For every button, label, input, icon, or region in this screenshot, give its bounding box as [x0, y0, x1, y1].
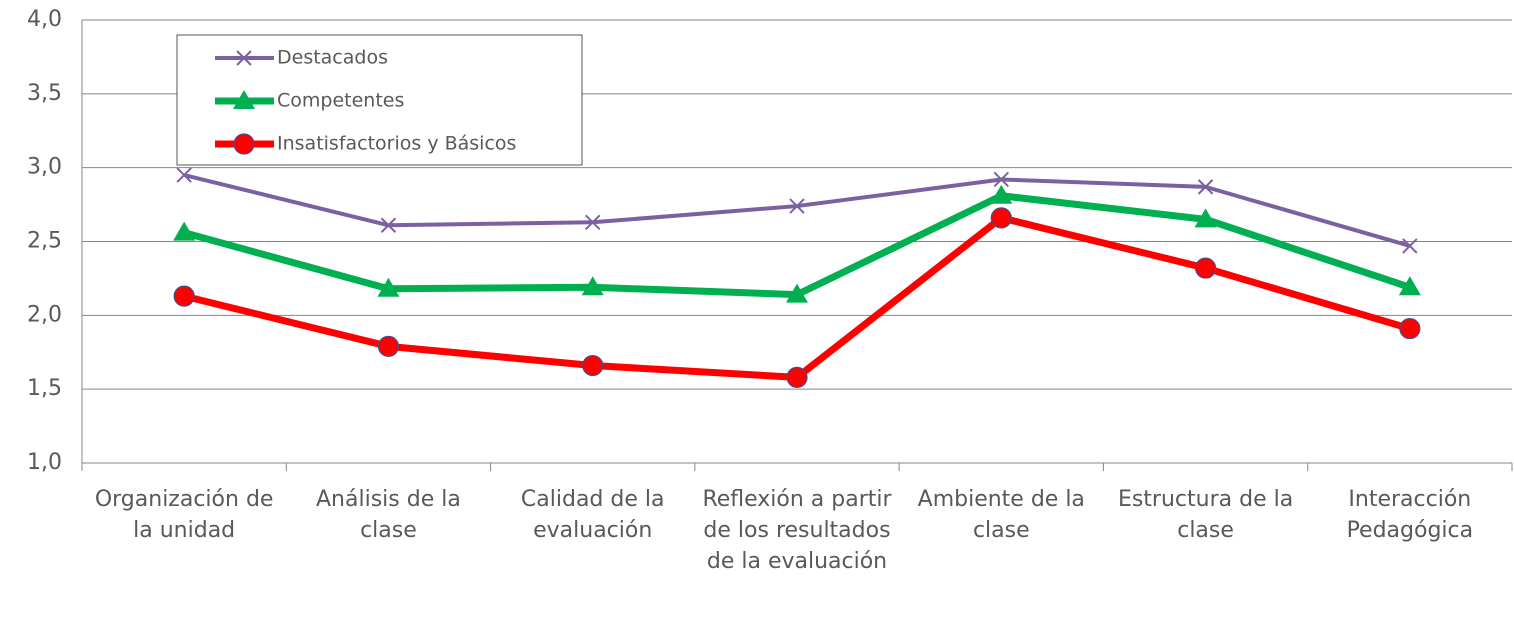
- y-tick-label: 2,0: [27, 302, 62, 327]
- marker-x: [1402, 238, 1418, 254]
- y-tick-label: 4,0: [27, 7, 62, 32]
- marker: [380, 217, 397, 233]
- marker: [176, 167, 192, 183]
- marker: [990, 184, 1013, 204]
- marker: [173, 285, 195, 307]
- marker: [585, 214, 601, 231]
- x-tick-label: Estructura de la clase: [1117, 487, 1294, 543]
- y-tick-label: 3,5: [27, 81, 62, 106]
- marker-x: [789, 198, 805, 214]
- marker: [377, 277, 400, 297]
- x-tick-label: Ambiente de la clase: [917, 487, 1085, 543]
- marker: [1402, 238, 1418, 254]
- marker: [1197, 179, 1214, 195]
- marker-x: [585, 214, 601, 231]
- x-tick-label: Organización de la unidad: [94, 487, 274, 543]
- marker: [1398, 276, 1421, 296]
- marker: [233, 133, 255, 155]
- x-tick-label: Interacción Pedagógica: [1346, 487, 1474, 543]
- marker: [582, 354, 604, 377]
- legend-label: Destacados: [277, 47, 388, 69]
- x-tick-label: Reflexión a partir de los resultados de …: [702, 487, 892, 574]
- marker: [990, 207, 1012, 229]
- y-tick-label: 1,0: [27, 450, 62, 475]
- marker-x: [380, 217, 397, 233]
- marker: [377, 335, 400, 357]
- x-tick-label: Calidad de la evaluación: [520, 487, 665, 543]
- marker: [1194, 257, 1217, 279]
- y-tick-label: 1,5: [27, 376, 62, 401]
- marker: [786, 283, 808, 303]
- series-line: [183, 173, 1411, 248]
- marker-x: [176, 167, 192, 183]
- y-tick-label: 2,5: [27, 229, 62, 254]
- marker-x: [1197, 179, 1214, 195]
- marker: [1194, 208, 1217, 228]
- marker: [786, 366, 808, 388]
- marker: [233, 90, 255, 109]
- series-line: [183, 192, 1411, 299]
- marker: [1399, 318, 1421, 340]
- marker: [993, 171, 1009, 188]
- marker-x: [993, 171, 1009, 188]
- x-tick-label: Análisis de la clase: [316, 487, 461, 543]
- marker: [789, 198, 805, 214]
- marker: [581, 276, 604, 296]
- legend-label: Insatisfactorios y Básicos: [277, 133, 516, 155]
- marker-x: [236, 50, 252, 66]
- y-tick-label: 3,0: [27, 155, 62, 180]
- legend-label: Competentes: [277, 90, 404, 112]
- marker: [173, 221, 196, 241]
- marker: [236, 50, 252, 66]
